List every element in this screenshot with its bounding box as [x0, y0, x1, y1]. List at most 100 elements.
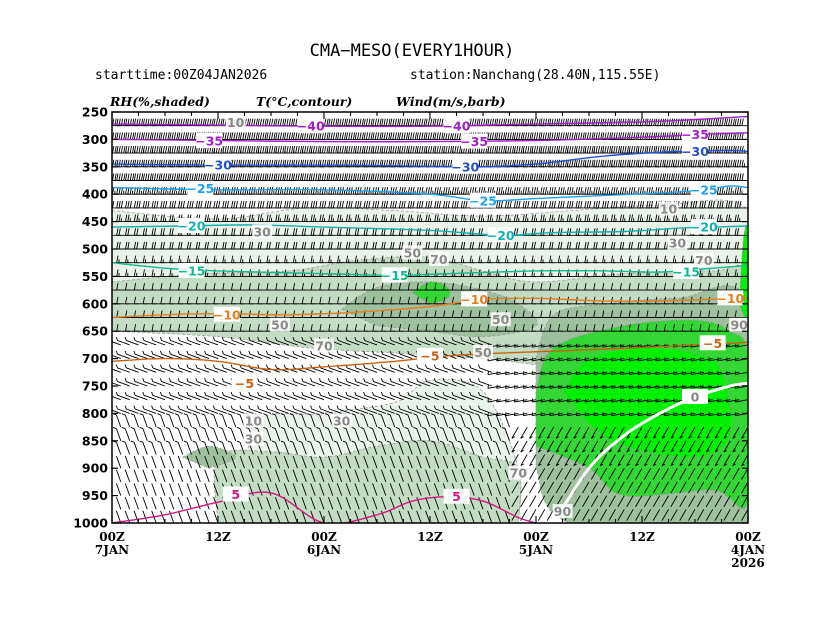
- wind-barb: [380, 496, 387, 510]
- wind-barb: [124, 469, 131, 483]
- wind-barb: [381, 173, 395, 181]
- wind-barb: [433, 510, 440, 523]
- y-tick-label: 800: [82, 406, 108, 421]
- temp-contour-label: −10: [716, 291, 744, 306]
- wind-barb: [195, 496, 201, 510]
- wind-barb: [451, 146, 466, 154]
- wind-barb: [416, 214, 430, 223]
- wind-barb: [371, 391, 386, 401]
- wind-barb: [274, 337, 289, 346]
- wind-barb: [271, 440, 281, 455]
- temp-contour-label: −10: [460, 292, 488, 307]
- wind-barb: [99, 256, 112, 263]
- wind-barb: [283, 337, 298, 346]
- wind-barb: [513, 343, 528, 348]
- wind-barb: [434, 214, 448, 223]
- wind-barb: [501, 426, 510, 441]
- wind-barb: [115, 483, 122, 496]
- wind-barb: [584, 200, 598, 209]
- wind-barb: [496, 118, 510, 127]
- wind-barb: [257, 483, 263, 496]
- wind-barb: [573, 440, 581, 453]
- wind-barb: [433, 378, 448, 387]
- wind-barb: [266, 187, 280, 195]
- wind-barb: [301, 455, 307, 469]
- wind-barb: [655, 214, 669, 223]
- wind-barb: [442, 350, 457, 360]
- wind-barb: [231, 214, 245, 223]
- wind-barb: [230, 364, 245, 373]
- wind-barb: [183, 426, 192, 441]
- wind-barb: [310, 173, 324, 181]
- wind-barb: [157, 426, 166, 441]
- wind-barb: [416, 132, 430, 140]
- wind-barb: [593, 398, 607, 403]
- wind-barb: [407, 200, 422, 209]
- wind-barb: [212, 337, 227, 346]
- wind-barb: [720, 522, 722, 523]
- temp-label-bg: [222, 486, 249, 502]
- wind-barb: [407, 483, 413, 496]
- wind-barb: [351, 413, 360, 428]
- wind-barb: [151, 350, 166, 360]
- wind-barb: [159, 405, 174, 414]
- wind-barb: [495, 469, 502, 483]
- wind-barb: [646, 384, 660, 389]
- wind-barb: [99, 283, 112, 290]
- wind-barb: [664, 384, 678, 389]
- wind-barb: [593, 159, 607, 168]
- wind-barb: [590, 495, 599, 508]
- wind-barb: [416, 364, 431, 373]
- wind-barb: [646, 159, 660, 168]
- wind-barb: [213, 200, 227, 209]
- wind-barb: [725, 118, 740, 127]
- wind-barb: [169, 146, 183, 154]
- wind-barb: [729, 522, 731, 523]
- wind-barb: [442, 378, 457, 387]
- wind-barb: [537, 454, 546, 467]
- wind-barb: [670, 467, 678, 480]
- wind-barb: [487, 384, 501, 389]
- rh-label-bg: [331, 413, 352, 428]
- wind-barb: [275, 146, 289, 154]
- wind-barb: [564, 440, 572, 453]
- wind-barb: [734, 371, 748, 376]
- wind-barb: [732, 440, 740, 453]
- wind-barb: [637, 159, 651, 168]
- wind-barb: [537, 495, 546, 508]
- wind-barb: [284, 146, 298, 154]
- wind-barb: [540, 371, 554, 376]
- wind-barb: [275, 173, 289, 181]
- wind-barb: [610, 159, 625, 168]
- wind-barb: [487, 173, 501, 181]
- wind-barb: [486, 455, 493, 469]
- wind-barb: [575, 398, 590, 403]
- wind-barb: [566, 214, 581, 223]
- wind-barb: [501, 440, 510, 455]
- wind-barb: [460, 469, 466, 483]
- wind-barb: [318, 378, 333, 387]
- wind-barb: [723, 481, 731, 494]
- wind-barb: [460, 173, 475, 181]
- wind-barb: [734, 283, 748, 291]
- wind-barb: [292, 469, 298, 483]
- wind-barb: [222, 214, 236, 223]
- wind-barb: [112, 382, 121, 387]
- wind-barb: [142, 187, 157, 195]
- wind-barb: [178, 146, 192, 154]
- wind-barb: [292, 350, 307, 360]
- wind-barb: [469, 214, 483, 223]
- wind-barb: [142, 146, 157, 154]
- wind-barb: [280, 440, 290, 455]
- wind-barb: [590, 440, 599, 453]
- rh-label-bg: [243, 413, 264, 428]
- temp-contour-label: 5: [452, 489, 461, 504]
- wind-barb: [575, 371, 590, 376]
- wind-barb: [133, 378, 148, 387]
- wind-barb: [115, 391, 130, 401]
- wind-barb: [372, 510, 378, 523]
- wind-barb: [734, 200, 748, 209]
- wind-barb: [741, 495, 748, 508]
- wind-barb: [460, 364, 475, 373]
- wind-barb: [723, 440, 731, 453]
